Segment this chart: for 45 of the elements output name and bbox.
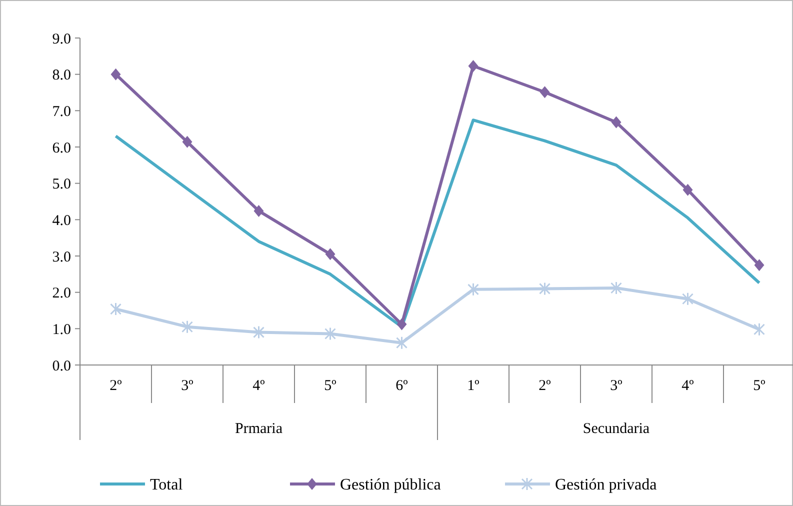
point [754,259,764,272]
point [682,184,693,196]
point [610,281,622,295]
point [324,327,336,341]
x-tick-label: 1º [467,378,480,394]
legend-label: Total [150,476,184,494]
y-tick-label: 0.0 [52,358,71,374]
x-tick-label: 4º [682,378,694,394]
x-tick-label: 6º [396,378,408,394]
y-tick-label: 4.0 [52,212,71,229]
text: Secundaria [582,421,650,437]
x-tick-label: 3º [610,378,623,394]
x-tick-label: 5º [753,378,766,394]
x-tick-label: 4º [252,378,266,394]
point [253,326,264,340]
text: Prmaria [235,421,283,437]
x-tick-label: 2º [538,378,552,394]
point [611,116,622,128]
point [540,86,550,98]
x-tick-label: 2º [110,378,122,394]
point [325,248,336,260]
x-tick-label: 5º [324,378,337,394]
point [396,336,408,350]
y-tick-label: 1.0 [52,322,71,338]
point [182,320,193,334]
point [682,292,694,306]
point [110,68,121,80]
y-tick-label: 2.0 [52,286,71,302]
y-tick-label: 9.0 [52,31,71,48]
point [468,60,478,72]
point [396,318,407,330]
point [182,136,192,148]
y-tick-label: 5.0 [52,176,71,193]
y-tick-label: 8.0 [52,68,71,84]
legend-label: Gestión pública [340,476,441,494]
legend-label: Gestión privada [555,476,657,494]
point [468,282,479,296]
point [110,302,122,316]
point [254,204,264,217]
point [539,282,550,296]
y-tick-label: 3.0 [52,249,71,266]
y-tick-label: 7.0 [52,104,71,120]
y-tick-label: 6.0 [52,140,71,156]
x-tick-label: 3º [181,378,194,394]
point [754,322,765,336]
